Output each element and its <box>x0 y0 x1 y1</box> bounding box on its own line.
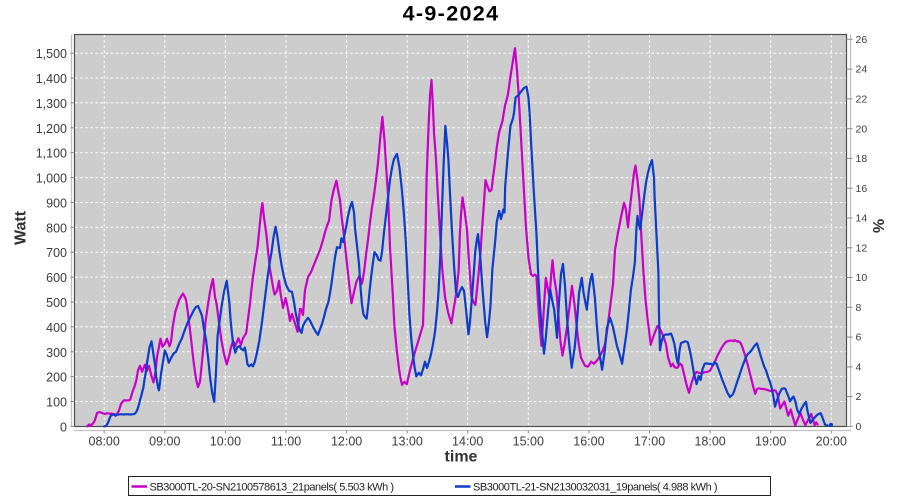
svg-text:26: 26 <box>856 34 868 46</box>
svg-text:700: 700 <box>46 246 67 260</box>
svg-text:900: 900 <box>46 197 67 211</box>
svg-text:15:00: 15:00 <box>513 435 544 449</box>
svg-text:10:00: 10:00 <box>210 435 241 449</box>
svg-text:6: 6 <box>856 332 862 344</box>
svg-text:800: 800 <box>46 221 67 235</box>
svg-text:200: 200 <box>46 371 67 385</box>
svg-text:%: % <box>869 219 886 233</box>
svg-text:11:00: 11:00 <box>271 435 301 449</box>
svg-text:600: 600 <box>46 271 67 285</box>
svg-text:0: 0 <box>856 421 862 433</box>
svg-text:14: 14 <box>856 213 868 225</box>
svg-text:20:00: 20:00 <box>816 435 847 449</box>
svg-text:1,500: 1,500 <box>36 47 67 61</box>
svg-text:16: 16 <box>856 183 868 195</box>
svg-text:4: 4 <box>856 362 862 374</box>
svg-text:18: 18 <box>856 153 868 165</box>
svg-text:10: 10 <box>856 272 868 284</box>
svg-text:4-9-2024: 4-9-2024 <box>403 2 500 26</box>
svg-text:24: 24 <box>856 64 868 76</box>
svg-text:SB3000TL-21-SN2130032031_19pan: SB3000TL-21-SN2130032031_19panels( 4.988… <box>473 482 717 494</box>
svg-text:2: 2 <box>856 391 862 403</box>
svg-text:22: 22 <box>856 94 868 106</box>
svg-text:09:00: 09:00 <box>149 435 180 449</box>
svg-text:1,200: 1,200 <box>36 122 67 136</box>
svg-text:08:00: 08:00 <box>89 435 120 449</box>
svg-text:1,100: 1,100 <box>36 147 67 161</box>
svg-text:1,400: 1,400 <box>36 72 67 86</box>
svg-text:16:00: 16:00 <box>573 435 604 449</box>
svg-text:100: 100 <box>46 396 67 410</box>
svg-text:time: time <box>445 449 478 466</box>
svg-text:Watt: Watt <box>13 210 30 245</box>
svg-text:14:00: 14:00 <box>452 435 483 449</box>
svg-text:400: 400 <box>46 321 67 335</box>
svg-text:12: 12 <box>856 242 868 254</box>
svg-text:1,000: 1,000 <box>36 172 67 186</box>
svg-text:300: 300 <box>46 346 67 360</box>
svg-text:12:00: 12:00 <box>331 435 362 449</box>
svg-text:18:00: 18:00 <box>694 435 725 449</box>
svg-text:0: 0 <box>60 420 67 434</box>
svg-text:1,300: 1,300 <box>36 97 67 111</box>
svg-text:17:00: 17:00 <box>634 435 665 449</box>
svg-text:20: 20 <box>856 123 868 135</box>
svg-text:13:00: 13:00 <box>392 435 423 449</box>
svg-text:500: 500 <box>46 296 67 310</box>
svg-text:8: 8 <box>856 302 862 314</box>
svg-text:19:00: 19:00 <box>755 435 786 449</box>
svg-text:SB3000TL-20-SN2100578613_21pan: SB3000TL-20-SN2100578613_21panels( 5.503… <box>150 482 394 494</box>
